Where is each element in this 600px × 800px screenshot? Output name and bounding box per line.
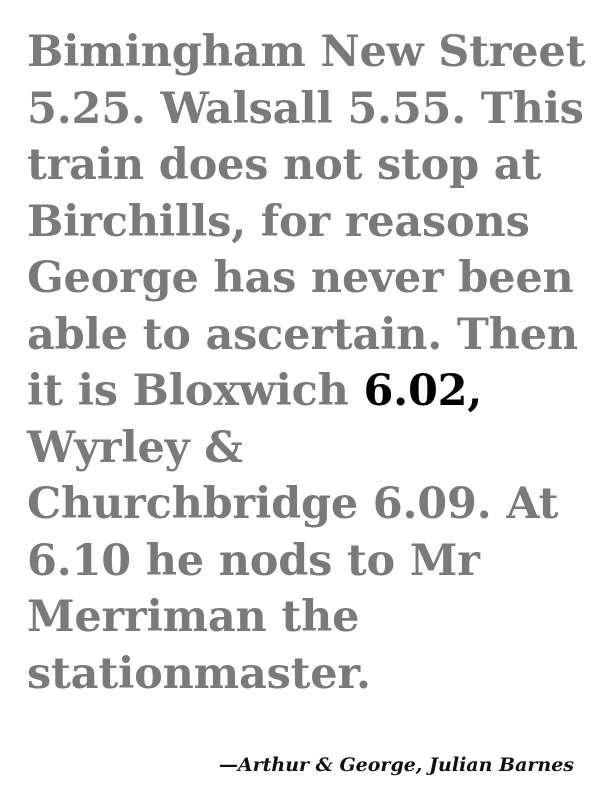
quote-line-highlighted: it is Bloxwich 6.02, [27,363,587,420]
quote-line: stationmaster. [27,648,371,699]
quote-line: 6.10 he nods to Mr [27,535,480,586]
quote-text: Bimingham New Street 5.25. Walsall 5.55.… [27,24,587,702]
highlighted-time: 6.02, [363,366,483,416]
quote-line: able to ascertain. Then [27,309,578,360]
quote-line: Churchbridge 6.09. At [27,479,559,529]
quote-line: Merriman the [27,592,360,642]
quote-line: Wyrley & [27,422,243,473]
quote-line: Bimingham New Street [27,27,586,77]
attribution: —Arthur & George, Julian Barnes [218,754,574,776]
quote-line: train does not stop at [27,140,542,190]
quote-line: Birchills, for reasons [27,196,530,247]
quote-line: 5.25. Walsall 5.55. This [27,83,584,134]
quote-line-text: it is Bloxwich [27,366,364,416]
quote-line: George has never been [27,253,574,303]
